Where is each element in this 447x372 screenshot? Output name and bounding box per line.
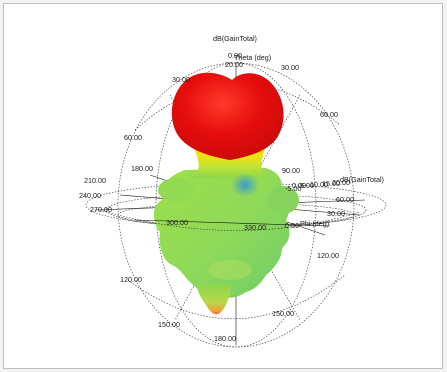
phi-tick-240: 240.00 — [79, 191, 101, 200]
radial-tick-neg5: -5.00 — [285, 184, 301, 193]
radial-axis-label: dB(GainTotal) — [340, 175, 384, 184]
pattern-lower-ripple — [208, 260, 252, 280]
pattern-bottom-lobe — [196, 285, 231, 315]
colorbar-title: dB(GainTotal) — [213, 34, 257, 43]
pattern-side-lobe-left — [158, 178, 194, 202]
phi-tick-300: 300.00 — [166, 218, 188, 227]
pattern-null-region — [231, 173, 259, 197]
theta-tick-30-left: 30.00 — [172, 75, 190, 84]
phi-tick-270: 270.00 — [90, 205, 112, 214]
pattern-main-lobe — [171, 72, 284, 160]
phi-tick-60: 60.00 — [336, 195, 354, 204]
phi-tick-330: 330.00 — [244, 223, 266, 232]
grid-inner-meridian — [155, 62, 317, 348]
theta-tick-120-right: 120.00 — [317, 251, 339, 260]
chart-labels: dB(GainTotal) 0.00 Theta (deg) 20.00 30.… — [79, 34, 384, 343]
front-axis-horizontal — [134, 219, 331, 227]
theta-tick-180: 180.00 — [214, 334, 236, 343]
theta-tick-top: 0.00 — [228, 51, 242, 60]
theta-tick-150-right: 150.00 — [272, 309, 294, 318]
phi-tick-0: 0.00 — [285, 221, 299, 230]
theta-tick-20: 20.00 — [225, 60, 243, 69]
grid-ring-3 — [117, 202, 355, 228]
phi-axis-label: Phi (deg) — [300, 219, 329, 228]
pattern-lower-body — [153, 168, 290, 298]
phi-tick-180: 180.00 — [131, 164, 153, 173]
theta-tick-90: 90.00 — [282, 166, 300, 175]
theta-tick-150-left: 150.00 — [158, 320, 180, 329]
front-axes — [99, 209, 361, 231]
radial-tick-20: 20.00 — [332, 178, 350, 187]
radiation-pattern-surface — [153, 72, 299, 315]
theta-tick-30-right: 30.00 — [281, 63, 299, 72]
grid-ring-1 — [85, 182, 387, 228]
theta-tick-60-right: 60.00 — [320, 110, 338, 119]
radial-tick-0: 0.00 — [292, 181, 306, 190]
theta-tick-60-left: 60.00 — [124, 133, 142, 142]
pattern-side-lobe-right — [267, 186, 299, 214]
phi-tick-210: 210.00 — [84, 176, 106, 185]
theta-axis-label: Theta (deg) — [234, 53, 271, 62]
phi-tick-30: 30.00 — [327, 209, 345, 218]
radial-tick-15: 15.00 — [322, 179, 340, 188]
radial-tick-10: 10.00 — [310, 180, 328, 189]
radial-tick-5: 5.00 — [300, 181, 314, 190]
theta-tick-120-left: 120.00 — [120, 275, 142, 284]
